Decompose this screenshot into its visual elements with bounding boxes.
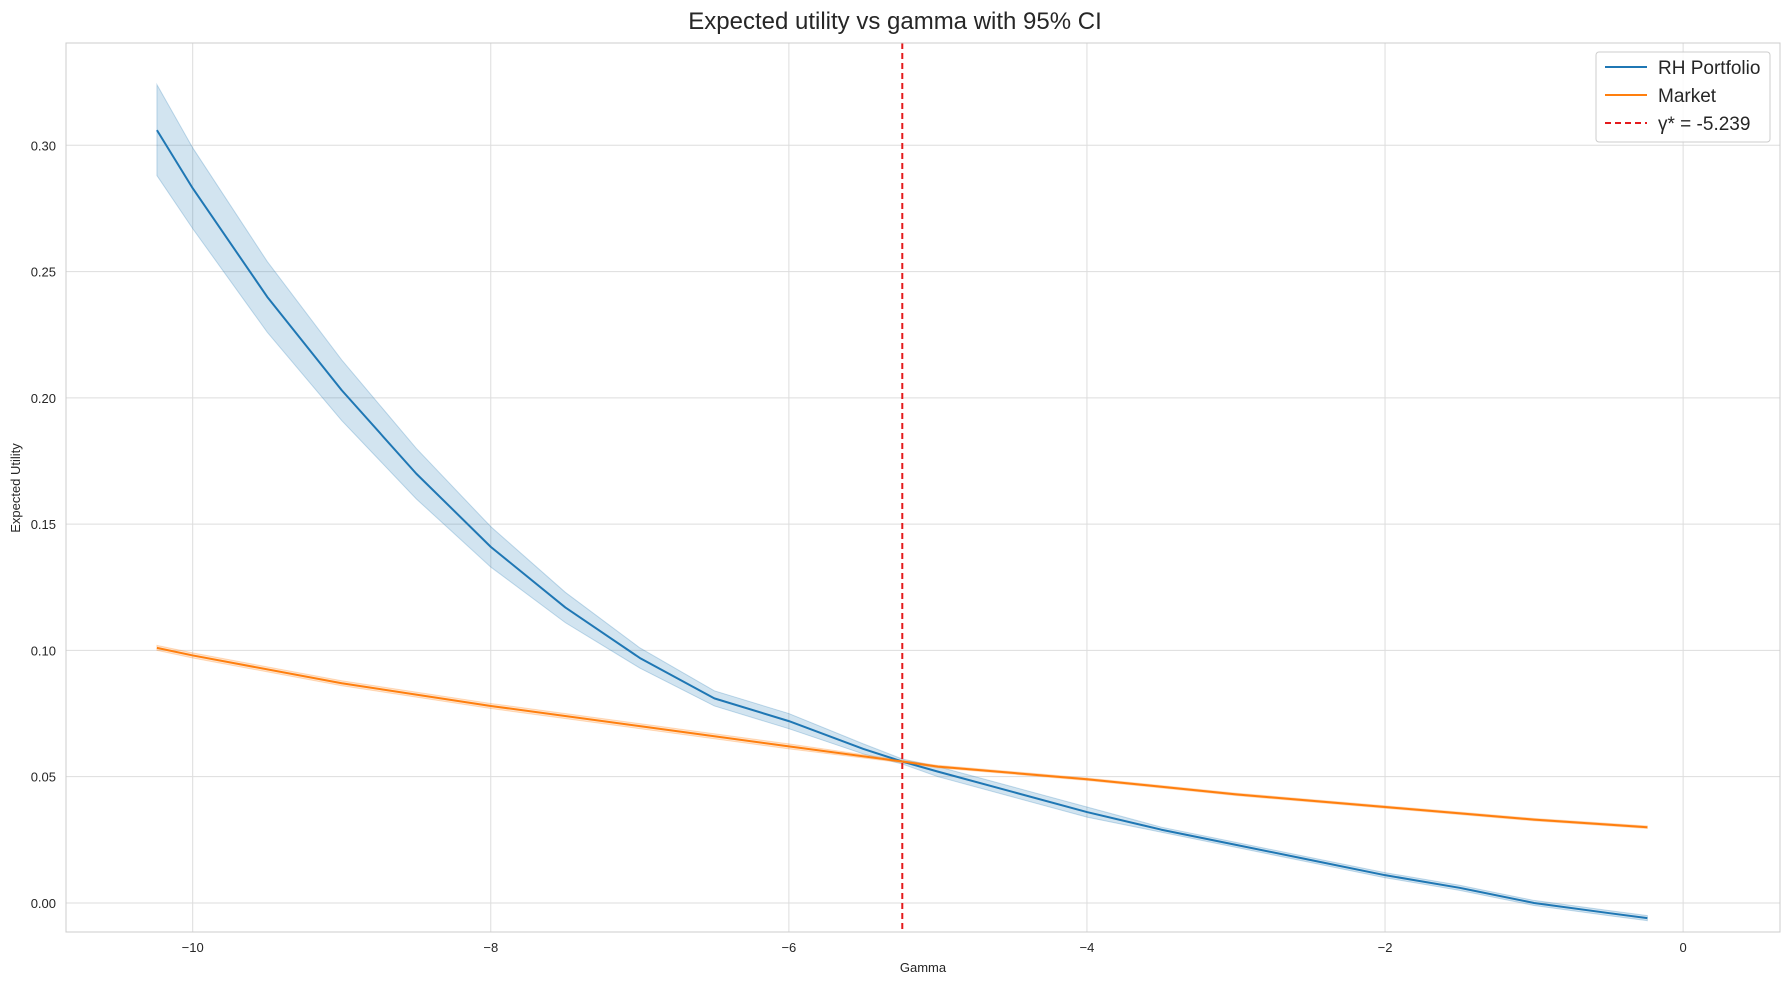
y-tick-label: 0.10 [31, 643, 56, 658]
legend-entry-market: Market [1605, 86, 1717, 107]
y-tick-label: 0.00 [31, 896, 56, 911]
y-axis-ticks: 0.00 0.05 0.10 0.15 0.20 0.25 0.30 [31, 138, 56, 911]
legend-box [1595, 51, 1771, 143]
x-tick-label: −10 [182, 940, 204, 955]
series-line-market [156, 646, 1648, 829]
legend-label-rh-portfolio: RH Portfolio [1658, 58, 1760, 79]
y-tick-label: 0.30 [31, 138, 56, 153]
x-tick-label: −6 [781, 940, 796, 955]
x-tick-label: −2 [1378, 940, 1393, 955]
ci-band-market [156, 644, 1648, 829]
y-tick-label: 0.20 [31, 391, 56, 406]
legend: RH Portfolio Market γ* = -5.239 [1595, 51, 1771, 143]
legend-label-gamma-star: γ* = -5.239 [1658, 114, 1750, 135]
x-tick-label: 0 [1680, 940, 1687, 955]
confidence-bands [156, 82, 1648, 922]
y-tick-label: 0.05 [31, 770, 56, 785]
series-lines [156, 129, 1648, 920]
x-axis-ticks: −10 −8 −6 −4 −2 0 [182, 940, 1687, 955]
y-tick-label: 0.25 [31, 265, 56, 280]
y-axis-label: Expected Utility [8, 443, 23, 533]
y-tick-label: 0.15 [31, 517, 56, 532]
plot-frame [65, 42, 1781, 933]
chart-title: Expected utility vs gamma with 95% CI [688, 8, 1102, 35]
x-axis-label: Gamma [900, 960, 947, 975]
x-tick-label: −4 [1080, 940, 1095, 955]
ci-band-rh-portfolio [156, 82, 1648, 922]
legend-entry-gamma-star: γ* = -5.239 [1605, 114, 1750, 135]
legend-entry-rh-portfolio: RH Portfolio [1605, 58, 1760, 79]
legend-label-market: Market [1658, 86, 1717, 107]
x-tick-label: −8 [483, 940, 498, 955]
grid [66, 43, 1780, 932]
